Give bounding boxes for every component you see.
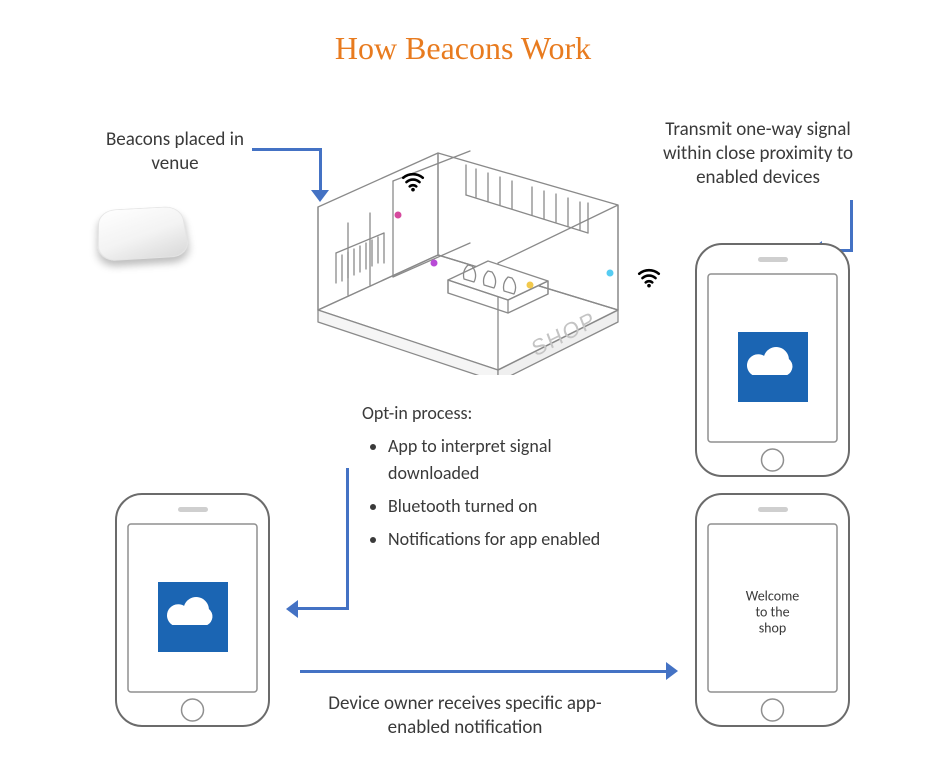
shop-building: SHOP (298, 95, 638, 375)
app-tile-icon (738, 332, 808, 402)
arrow-head-icon (666, 662, 678, 680)
optin-list: App to interpret signal downloaded Bluet… (362, 433, 642, 553)
phone-device (110, 490, 275, 730)
app-tile-icon (158, 582, 228, 652)
arrow-segment (300, 670, 668, 673)
wifi-icon (636, 264, 662, 290)
diagram-title: How Beacons Work (0, 30, 926, 67)
arrow-segment (252, 148, 322, 151)
optin-item: Bluetooth turned on (388, 493, 642, 520)
optin-item: Notifications for app enabled (388, 526, 642, 553)
phone-device: Welcometo theshop (690, 490, 855, 730)
label-beacons-placed: Beacons placed invenue (80, 128, 270, 176)
optin-process-block: Opt-in process: App to interpret signal … (362, 400, 642, 559)
phone-device (690, 240, 855, 480)
wifi-icon (400, 168, 426, 194)
label-device-receives: Device owner receives specific app-enabl… (300, 692, 630, 740)
beacon-device (90, 195, 195, 275)
arrow-head-icon (311, 190, 329, 202)
optin-heading: Opt-in process: (362, 400, 642, 427)
optin-item: App to interpret signal downloaded (388, 433, 642, 487)
arrow-segment (346, 468, 349, 610)
arrow-segment (319, 148, 322, 192)
arrow-head-icon (286, 600, 298, 618)
label-transmit-signal: Transmit one-way signalwithin close prox… (638, 118, 878, 189)
arrow-segment (296, 607, 349, 610)
phone-notification-text: Welcometo theshop (746, 588, 799, 636)
